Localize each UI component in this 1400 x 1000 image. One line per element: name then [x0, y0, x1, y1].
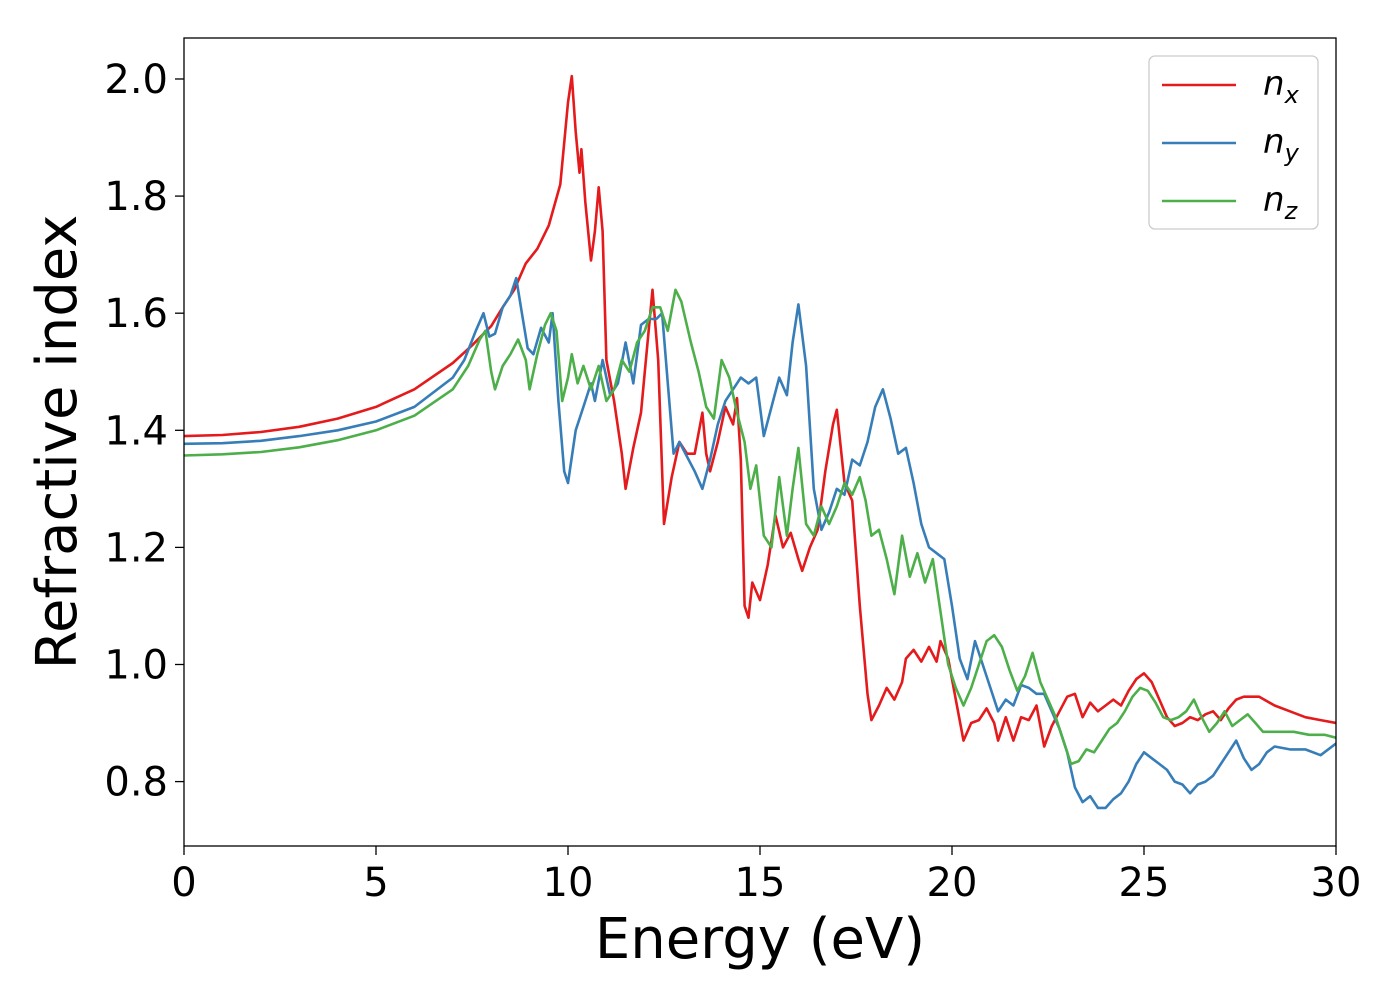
x-tick-label: 10: [543, 860, 594, 906]
y-tick-label: 0.8: [104, 760, 168, 806]
y-tick-label: 1.8: [104, 174, 168, 220]
y-axis-ticks: 0.8 1.0 1.2 1.4 1.6 1.8 2.0: [104, 57, 184, 806]
series-line-n-z: [184, 288, 1336, 766]
y-tick-label: 1.6: [104, 291, 168, 337]
y-tick-label: 1.4: [104, 408, 168, 454]
y-axis-title: Refractive index: [25, 215, 90, 670]
x-tick-label: 30: [1311, 860, 1362, 906]
y-tick-label: 1.0: [104, 642, 168, 688]
series-line-n-y: [184, 276, 1336, 810]
legend-label-n-x: nx: [1263, 64, 1300, 109]
x-tick-label: 5: [363, 860, 388, 906]
x-axis-title: Energy (eV): [595, 907, 925, 972]
legend-items: nx ny nz: [1162, 64, 1300, 225]
x-tick-label: 20: [927, 860, 978, 906]
x-tick-label: 25: [1119, 860, 1170, 906]
legend-label-n-z: nz: [1263, 180, 1299, 225]
x-tick-label: 0: [171, 860, 196, 906]
plot-lines: [184, 74, 1336, 810]
legend-label-n-y: ny: [1263, 122, 1300, 167]
x-tick-label: 15: [735, 860, 786, 906]
legend: nx ny nz: [1148, 55, 1319, 230]
y-tick-label: 2.0: [104, 57, 168, 103]
x-axis-ticks: 0 5 10 15 20 25 30: [171, 846, 1361, 906]
series-line-n-x: [184, 74, 1336, 748]
y-tick-label: 1.2: [104, 525, 168, 571]
